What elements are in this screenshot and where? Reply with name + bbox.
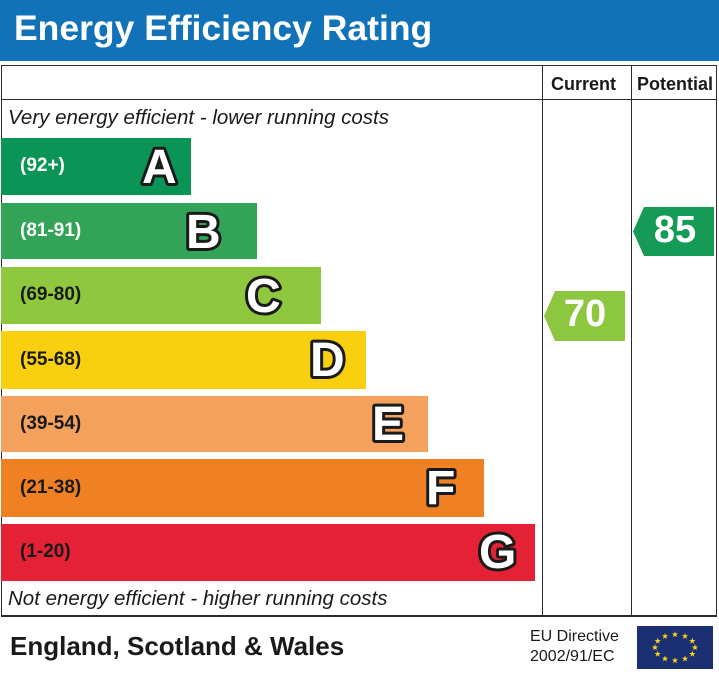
svg-text:B: B: [186, 206, 221, 259]
svg-text:D: D: [310, 334, 345, 387]
svg-text:C: C: [246, 270, 281, 323]
svg-text:E: E: [372, 398, 404, 451]
svg-text:F: F: [426, 462, 455, 515]
svg-text:A: A: [142, 141, 177, 194]
svg-text:G: G: [479, 526, 516, 579]
